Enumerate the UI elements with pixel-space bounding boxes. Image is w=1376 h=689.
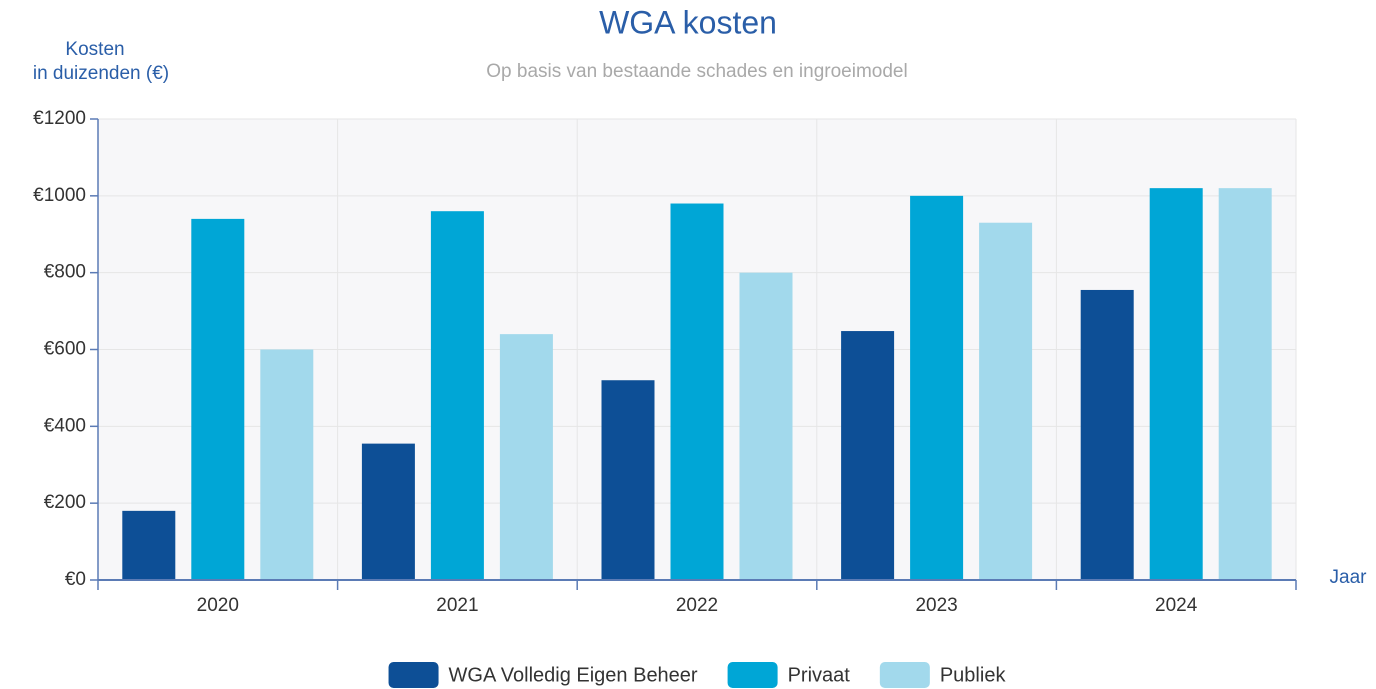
legend-swatch: [879, 662, 930, 688]
legend-swatch: [388, 662, 439, 688]
legend-swatch: [727, 662, 778, 688]
x-tick-label: 2020: [197, 595, 239, 616]
bar: [910, 195, 964, 581]
x-tick-label: 2022: [676, 595, 718, 616]
legend: WGA Volledig Eigen Beheer Privaat Publiek: [388, 662, 1007, 688]
bar: [260, 349, 314, 580]
x-tick-label: 2023: [915, 595, 957, 616]
bar: [601, 380, 655, 580]
bar: [670, 203, 724, 580]
axes: €0 €200 €400 €600 €800 €1000 €1200 2020 2021 2022…: [33, 108, 1297, 616]
legend-label: Publiek: [940, 664, 1007, 686]
bar: [979, 222, 1033, 580]
x-tick-label: 2024: [1155, 595, 1198, 616]
bar: [739, 272, 793, 580]
bar: [1218, 188, 1272, 580]
bar: [361, 443, 415, 580]
legend-label: Privaat: [788, 664, 851, 686]
x-tick-label: 2021: [436, 595, 478, 616]
bar: [841, 331, 895, 580]
bar: [1080, 289, 1134, 580]
legend-label: WGA Volledig Eigen Beheer: [449, 664, 698, 686]
bar: [122, 510, 176, 580]
bars: [122, 188, 1272, 581]
y-tick-label: €1000: [33, 185, 86, 206]
y-tick-label: €0: [65, 569, 86, 590]
y-axis-label: Kosten: [65, 39, 124, 60]
y-tick-label: €1200: [33, 108, 86, 129]
y-tick-label: €400: [44, 415, 86, 436]
bar: [499, 334, 553, 580]
y-tick-label: €800: [44, 262, 86, 283]
y-axis-label: in duizenden (€): [33, 63, 169, 84]
y-tick-label: €600: [44, 339, 86, 360]
chart-title: WGA kosten: [599, 4, 777, 40]
bar: [430, 211, 484, 580]
bar: [191, 218, 245, 580]
chart-subtitle: Op basis van bestaande schades en ingroe…: [486, 61, 907, 82]
bar: [1149, 188, 1203, 580]
x-axis-label: Jaar: [1330, 567, 1368, 588]
y-tick-label: €200: [44, 492, 86, 513]
